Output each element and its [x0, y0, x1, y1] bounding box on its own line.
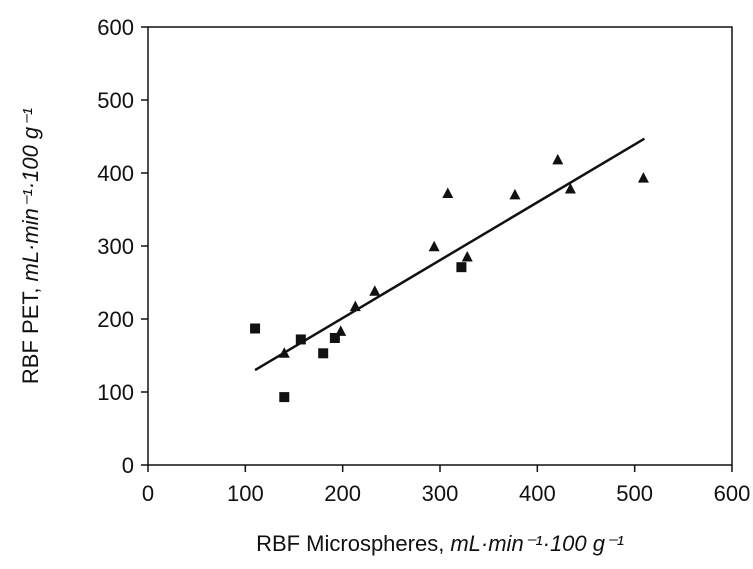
- y-tick-label: 500: [97, 88, 134, 113]
- square-data-point: [329, 332, 340, 343]
- y-axis-title-text: RBF PET,: [18, 288, 43, 385]
- y-tick-label: 400: [97, 161, 134, 186]
- x-axis-title: RBF Microspheres, mL·min⁻¹·100 g⁻¹: [256, 531, 624, 556]
- triangle-data-point: [637, 172, 649, 183]
- y-tick-label: 0: [122, 453, 134, 478]
- square-data-point: [456, 262, 467, 273]
- x-tick-label: 600: [714, 481, 751, 506]
- y-axis-title: RBF PET, mL·min⁻¹·100 g⁻¹: [18, 108, 43, 384]
- regression-line: [254, 137, 646, 372]
- plot-frame: [147, 26, 733, 466]
- triangle-data-point: [461, 250, 473, 262]
- triangle-data-point: [428, 240, 440, 252]
- triangle-data-point: [442, 187, 454, 198]
- y-tick-label: 100: [97, 380, 134, 405]
- square-data-point: [250, 323, 261, 334]
- y-tick-label: 200: [97, 307, 134, 332]
- triangle-data-point: [369, 285, 381, 296]
- x-tick-label: 400: [519, 481, 556, 506]
- triangle-data-point: [278, 347, 290, 358]
- triangle-data-point: [335, 325, 347, 336]
- x-tick-label: 0: [142, 481, 154, 506]
- x-axis-title-text: RBF Microspheres,: [256, 531, 444, 556]
- data-points: [250, 153, 649, 403]
- x-tick-label: 300: [422, 481, 459, 506]
- x-axis-unit: mL·min⁻¹·100 g⁻¹: [450, 531, 624, 556]
- triangle-data-point: [509, 188, 521, 200]
- x-axis-ticks: 0 100 200 300 400 500 600: [142, 465, 750, 506]
- triangle-data-point: [349, 300, 361, 312]
- x-tick-label: 100: [227, 481, 264, 506]
- square-data-point: [318, 348, 329, 359]
- x-tick-label: 500: [616, 481, 653, 506]
- y-axis-unit: mL·min⁻¹·100 g⁻¹: [18, 108, 43, 282]
- y-tick-label: 300: [97, 234, 134, 259]
- triangle-data-point: [552, 153, 564, 165]
- square-data-point: [295, 334, 306, 345]
- x-tick-label: 200: [324, 481, 361, 506]
- y-tick-label: 600: [97, 15, 134, 40]
- y-axis-ticks: 0 100 200 300 400 500 600: [97, 15, 148, 478]
- square-data-point: [279, 392, 290, 403]
- triangle-data-point: [564, 183, 576, 194]
